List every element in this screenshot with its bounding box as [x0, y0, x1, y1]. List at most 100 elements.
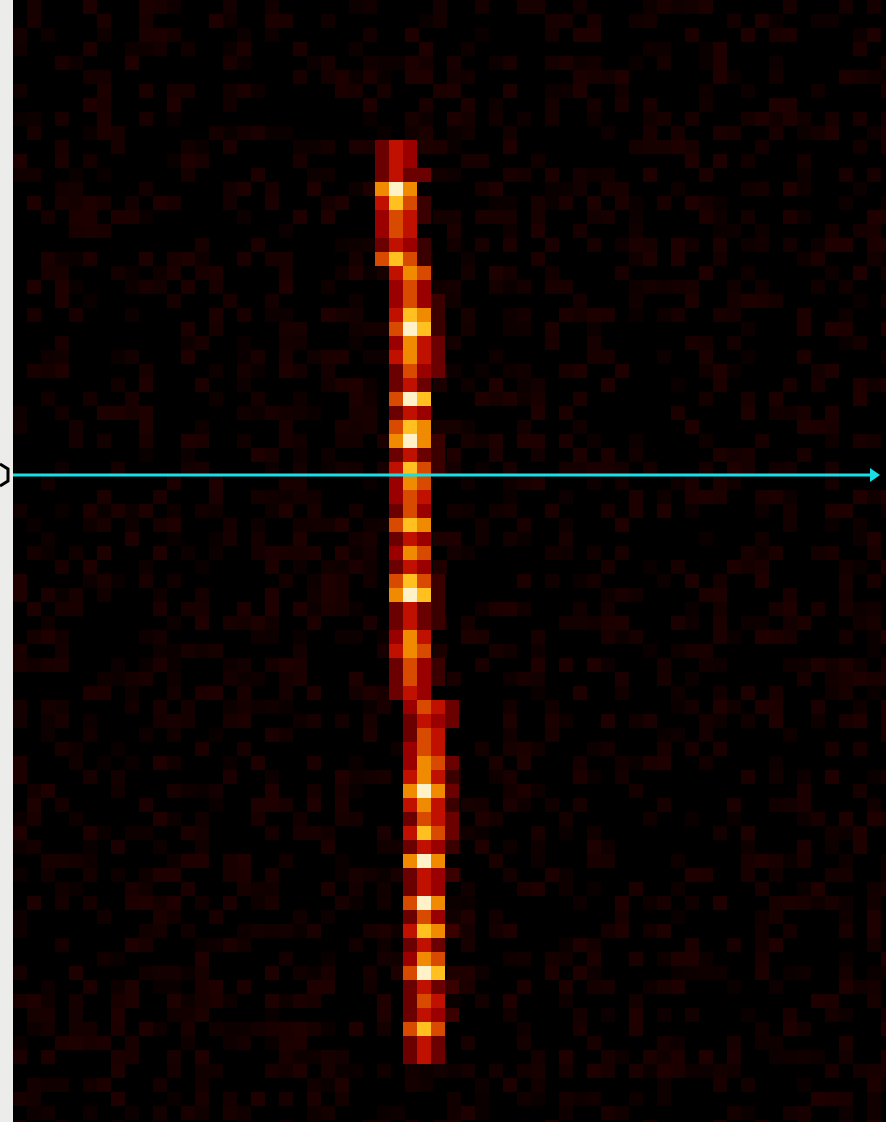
noise-pixel [363, 616, 377, 630]
noise-pixel [839, 672, 853, 686]
noise-pixel [251, 168, 265, 182]
noise-pixel [587, 1064, 601, 1078]
noise-pixel [363, 420, 377, 434]
noise-pixel [279, 420, 293, 434]
noise-pixel [237, 434, 251, 448]
noise-pixel [797, 770, 811, 784]
noise-pixel [181, 644, 195, 658]
noise-pixel [475, 812, 489, 826]
noise-pixel [265, 490, 279, 504]
noise-pixel [461, 112, 475, 126]
noise-pixel [825, 546, 839, 560]
noise-pixel [181, 1022, 195, 1036]
noise-pixel [839, 1050, 853, 1064]
noise-pixel [279, 854, 293, 868]
noise-pixel [433, 1064, 447, 1078]
noise-pixel [601, 1106, 615, 1120]
noise-pixel [531, 0, 545, 14]
noise-pixel [699, 952, 713, 966]
noise-pixel [881, 238, 886, 252]
noise-pixel [657, 490, 671, 504]
noise-pixel [377, 84, 391, 98]
noise-pixel [41, 588, 55, 602]
noise-pixel [531, 658, 545, 672]
noise-pixel [83, 686, 97, 700]
noise-pixel [559, 812, 573, 826]
noise-pixel [321, 70, 335, 84]
noise-pixel [349, 140, 363, 154]
noise-pixel [139, 574, 153, 588]
noise-pixel [13, 994, 27, 1008]
noise-pixel [419, 1064, 433, 1078]
noise-pixel [293, 658, 307, 672]
noise-pixel [111, 994, 125, 1008]
noise-pixel [167, 896, 181, 910]
noise-pixel [559, 1106, 573, 1120]
noise-pixel [223, 616, 237, 630]
noise-pixel [111, 980, 125, 994]
noise-pixel [825, 994, 839, 1008]
noise-pixel [825, 826, 839, 840]
noise-pixel [461, 98, 475, 112]
noise-pixel [349, 266, 363, 280]
noise-pixel [727, 700, 741, 714]
noise-pixel [727, 980, 741, 994]
noise-pixel [629, 294, 643, 308]
noise-pixel [461, 896, 475, 910]
noise-pixel [111, 504, 125, 518]
noise-pixel [685, 602, 699, 616]
noise-pixel [279, 350, 293, 364]
noise-pixel [461, 434, 475, 448]
noise-pixel [125, 980, 139, 994]
noise-pixel [265, 1022, 279, 1036]
noise-pixel [349, 1022, 363, 1036]
noise-pixel [69, 854, 83, 868]
noise-pixel [321, 140, 335, 154]
noise-pixel [755, 910, 769, 924]
noise-pixel [125, 266, 139, 280]
noise-pixel [195, 238, 209, 252]
noise-pixel [335, 266, 349, 280]
noise-pixel [209, 532, 223, 546]
noise-pixel [559, 406, 573, 420]
noise-pixel [755, 238, 769, 252]
streak-pixel [431, 364, 445, 378]
noise-pixel [419, 56, 433, 70]
noise-pixel [447, 910, 461, 924]
noise-pixel [867, 252, 881, 266]
noise-pixel [209, 798, 223, 812]
noise-pixel [783, 924, 797, 938]
noise-pixel [349, 812, 363, 826]
noise-pixel [335, 770, 349, 784]
noise-pixel [741, 868, 755, 882]
noise-pixel [321, 196, 335, 210]
noise-pixel [153, 1078, 167, 1092]
noise-pixel [643, 560, 657, 574]
noise-pixel [475, 238, 489, 252]
noise-pixel [181, 546, 195, 560]
noise-pixel [489, 504, 503, 518]
noise-pixel [559, 826, 573, 840]
noise-pixel [447, 1064, 461, 1078]
noise-pixel [181, 1008, 195, 1022]
noise-pixel [657, 924, 671, 938]
noise-pixel [167, 658, 181, 672]
noise-pixel [13, 756, 27, 770]
noise-pixel [447, 546, 461, 560]
noise-pixel [377, 700, 391, 714]
streak-pixel [389, 406, 403, 420]
noise-pixel [125, 1050, 139, 1064]
noise-pixel [797, 420, 811, 434]
noise-pixel [671, 854, 685, 868]
noise-pixel [321, 980, 335, 994]
noise-pixel [55, 714, 69, 728]
noise-pixel [755, 966, 769, 980]
noise-pixel [685, 644, 699, 658]
noise-pixel [55, 280, 69, 294]
noise-pixel [265, 504, 279, 518]
noise-pixel [741, 210, 755, 224]
noise-pixel [615, 518, 629, 532]
streak-pixel [403, 504, 417, 518]
noise-pixel [167, 0, 181, 14]
noise-pixel [251, 238, 265, 252]
